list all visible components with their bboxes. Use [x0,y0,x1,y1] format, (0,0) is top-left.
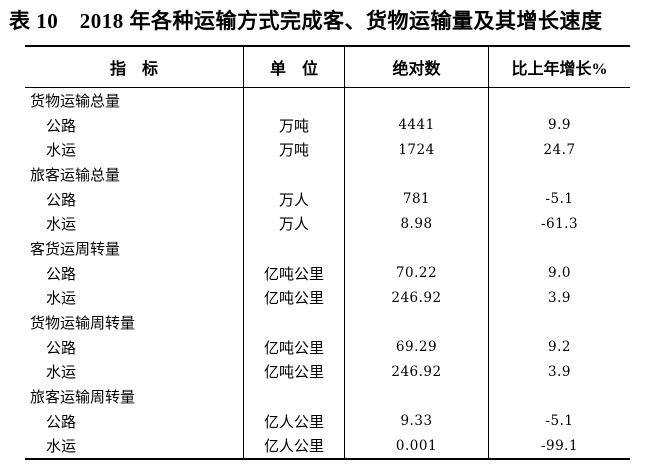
value-cell: 8.98 [344,211,488,237]
growth-cell: 24.7 [488,137,630,163]
value-cell: 246.92 [344,285,488,311]
transport-stats-table: 指 标 单 位 绝对数 比上年增长% 货物运输总量 公路 万吨 4441 9.9 水运 万吨… [25,45,630,461]
growth-cell: 9.9 [488,112,630,138]
table-row: 水运 亿人公里 0.001 -99.1 [25,433,630,459]
unit-cell: 万吨 [243,137,344,163]
table-group-row: 货物运输总量 [25,88,630,113]
table-header-row: 指 标 单 位 绝对数 比上年增长% [25,47,630,88]
indicator-cell: 水运 [46,291,77,308]
growth-cell [488,384,630,409]
unit-cell: 亿吨公里 [243,260,344,286]
table-group-row: 旅客运输周转量 [25,384,630,409]
unit-cell: 万人 [243,186,344,212]
table-row: 水运 亿吨公里 246.92 3.9 [25,285,630,311]
growth-cell [488,162,630,187]
value-cell: 246.92 [344,359,488,385]
value-cell: 70.22 [344,260,488,286]
value-cell: 0.001 [344,433,488,459]
header-absolute-value: 绝对数 [344,47,488,87]
indicator-cell: 公路 [46,266,77,283]
indicator-cell: 公路 [46,340,77,357]
indicator-cell: 水运 [46,143,77,160]
unit-cell: 亿人公里 [243,433,344,459]
unit-cell: 亿吨公里 [243,359,344,385]
table-row: 水运 万人 8.98 -61.3 [25,211,630,237]
unit-cell: 亿人公里 [243,408,344,434]
growth-cell: -99.1 [488,433,630,459]
unit-cell: 万吨 [243,112,344,138]
indicator-cell: 水运 [46,217,77,234]
value-cell [344,88,488,113]
value-cell: 781 [344,186,488,212]
indicator-cell: 客货运周转量 [30,241,121,258]
growth-cell: -5.1 [488,408,630,434]
indicator-cell: 公路 [46,192,77,209]
value-cell: 1724 [344,137,488,163]
indicator-cell: 旅客运输周转量 [30,390,136,407]
table-row: 公路 亿吨公里 69.29 9.2 [25,334,630,360]
growth-cell: -5.1 [488,186,630,212]
unit-cell [243,236,344,261]
value-cell [344,384,488,409]
table-row: 水运 亿吨公里 246.92 3.9 [25,359,630,385]
growth-cell: 3.9 [488,285,630,311]
unit-cell [243,162,344,187]
value-cell: 9.33 [344,408,488,434]
indicator-cell: 水运 [46,365,77,382]
indicator-cell: 公路 [46,118,77,135]
growth-cell [488,88,630,113]
growth-cell: -61.3 [488,211,630,237]
unit-cell [243,88,344,113]
growth-cell: 9.0 [488,260,630,286]
value-cell: 4441 [344,112,488,138]
indicator-cell: 货物运输总量 [30,93,121,110]
table-row: 水运 万吨 1724 24.7 [25,137,630,163]
growth-cell: 3.9 [488,359,630,385]
table-title: 表 10 2018 年各种运输方式完成客、货物运输量及其增长速度 [9,9,603,33]
unit-cell [243,384,344,409]
indicator-cell: 公路 [46,414,77,431]
indicator-cell: 水运 [46,439,77,456]
value-cell: 69.29 [344,334,488,360]
table-group-row: 客货运周转量 [25,236,630,261]
growth-cell [488,236,630,261]
value-cell [344,162,488,187]
header-unit: 单 位 [243,47,344,87]
unit-cell: 亿吨公里 [243,334,344,360]
table-group-row: 旅客运输总量 [25,162,630,187]
unit-cell: 万人 [243,211,344,237]
growth-cell: 9.2 [488,334,630,360]
header-growth-rate: 比上年增长% [488,47,630,87]
indicator-cell: 货物运输周转量 [30,316,136,333]
unit-cell [243,310,344,335]
table-group-row: 货物运输周转量 [25,310,630,335]
value-cell [344,236,488,261]
table-row: 公路 亿人公里 9.33 -5.1 [25,408,630,434]
header-indicator: 指 标 [109,61,158,78]
table-row: 公路 万人 781 -5.1 [25,186,630,212]
indicator-cell: 旅客运输总量 [30,167,121,184]
unit-cell: 亿吨公里 [243,285,344,311]
table-row: 公路 亿吨公里 70.22 9.0 [25,260,630,286]
growth-cell [488,310,630,335]
table-body: 货物运输总量 公路 万吨 4441 9.9 水运 万吨 1724 24.7 旅客运输总量 公路 万人 7… [25,88,630,459]
value-cell [344,310,488,335]
table-row: 公路 万吨 4441 9.9 [25,112,630,138]
